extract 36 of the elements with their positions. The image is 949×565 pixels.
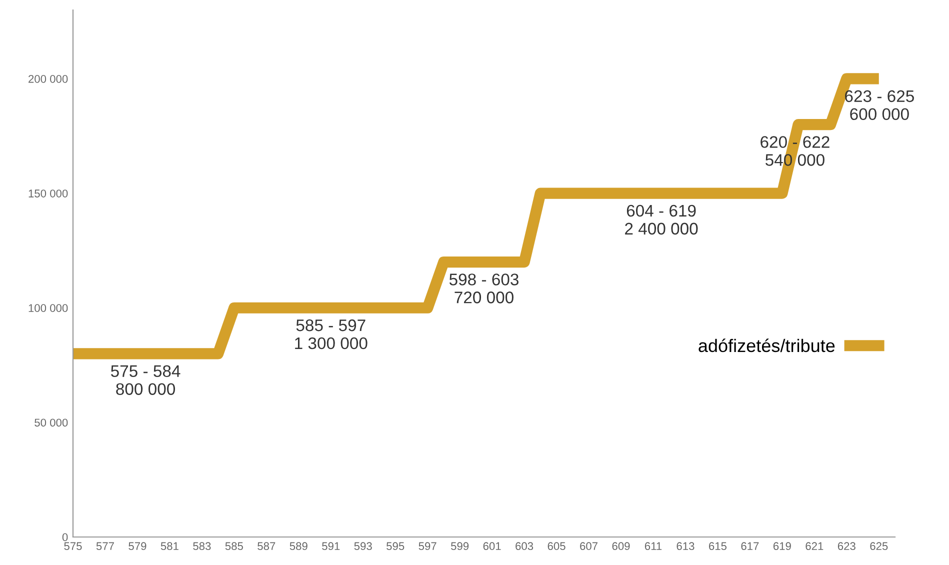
x-tick-label: 617: [741, 542, 759, 550]
x-tick-label: 583: [193, 542, 211, 550]
x-tick-label: 589: [290, 542, 308, 550]
x-tick-label: 623: [838, 542, 856, 550]
x-tick-label: 613: [676, 542, 694, 550]
x-tick-label: 607: [580, 542, 598, 550]
x-tick-label: 611: [644, 542, 662, 550]
y-tick-label: 50 000: [34, 418, 68, 427]
x-tick-label: 603: [516, 542, 534, 550]
y-tick-label: 100 000: [28, 304, 68, 312]
y-tick-label: 150 000: [28, 190, 68, 198]
x-tick-label: 579: [128, 542, 146, 550]
x-tick-label: 619: [773, 542, 791, 550]
x-tick-label: 597: [418, 542, 436, 550]
y-tick-label: 200 000: [28, 75, 68, 83]
x-tick-label: 587: [258, 542, 276, 550]
x-tick-label: 599: [451, 542, 469, 550]
x-tick-label: 591: [322, 542, 340, 550]
x-tick-label: 593: [354, 542, 372, 550]
x-tick-label: 585: [225, 542, 243, 550]
x-tick-label: 601: [483, 542, 501, 550]
x-tick-label: 615: [709, 542, 727, 550]
x-tick-label: 581: [160, 542, 178, 550]
x-tick-label: 577: [96, 542, 114, 550]
annotation: 598 - 603 720 000: [449, 274, 518, 304]
x-tick-label: 625: [870, 542, 888, 550]
y-tick-label: 0: [62, 533, 68, 542]
annotation: 585 - 597 1 300 000: [295, 319, 368, 350]
x-tick-label: 621: [806, 542, 824, 550]
x-tick-label: 609: [612, 542, 630, 550]
x-tick-label: 595: [386, 542, 404, 550]
annotation: 604 - 619 2 400 000: [625, 204, 698, 235]
x-tick-label: 605: [548, 542, 566, 550]
annotation: 575 - 584 800 000: [110, 365, 180, 395]
legend-label: adófizetés/tribute: [698, 338, 835, 352]
x-tick-label: 575: [64, 542, 82, 550]
